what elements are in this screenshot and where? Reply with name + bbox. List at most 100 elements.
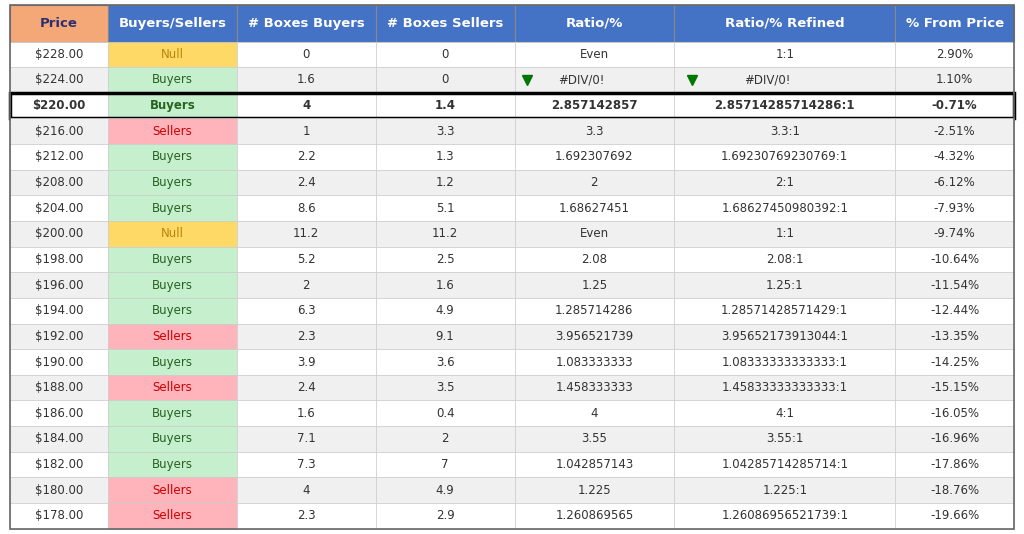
Bar: [108, 5, 237, 42]
Text: 3.55: 3.55: [582, 433, 607, 445]
Bar: [895, 42, 1014, 67]
Bar: [376, 477, 515, 503]
Bar: [376, 272, 515, 298]
Text: 2: 2: [591, 176, 598, 189]
Bar: [10, 426, 108, 452]
Bar: [108, 349, 237, 375]
Bar: [237, 426, 376, 452]
Bar: [108, 93, 237, 119]
Bar: [108, 426, 237, 452]
Bar: [674, 452, 895, 477]
Bar: [674, 324, 895, 349]
Bar: [895, 272, 1014, 298]
Text: 1.26086956521739:1: 1.26086956521739:1: [721, 509, 848, 522]
Bar: [376, 375, 515, 400]
Bar: [10, 144, 108, 170]
Bar: [515, 349, 674, 375]
Bar: [515, 426, 674, 452]
Bar: [515, 221, 674, 247]
Bar: [10, 324, 108, 349]
Bar: [108, 477, 237, 503]
Bar: [674, 426, 895, 452]
Text: 1.260869565: 1.260869565: [555, 509, 634, 522]
Bar: [108, 119, 237, 144]
Text: 1.10%: 1.10%: [936, 74, 973, 87]
Text: 2.4: 2.4: [297, 176, 315, 189]
Text: Buyers: Buyers: [150, 99, 196, 112]
Bar: [237, 247, 376, 272]
Bar: [237, 477, 376, 503]
Bar: [895, 324, 1014, 349]
Text: #DIV/0!: #DIV/0!: [558, 74, 605, 87]
Text: 1.68627451: 1.68627451: [559, 202, 630, 215]
Bar: [237, 221, 376, 247]
Text: 1.04285714285714:1: 1.04285714285714:1: [721, 458, 848, 471]
Bar: [674, 272, 895, 298]
Bar: [10, 247, 108, 272]
Text: 1.6: 1.6: [436, 279, 455, 292]
Text: Buyers: Buyers: [152, 74, 193, 87]
Text: -7.93%: -7.93%: [934, 202, 976, 215]
Bar: [376, 324, 515, 349]
Text: 5.1: 5.1: [436, 202, 455, 215]
Text: -15.15%: -15.15%: [930, 381, 979, 394]
Bar: [237, 400, 376, 426]
Bar: [674, 195, 895, 221]
Bar: [237, 503, 376, 529]
Text: Sellers: Sellers: [153, 330, 193, 343]
Text: 4:1: 4:1: [775, 407, 795, 420]
Text: 8.6: 8.6: [297, 202, 315, 215]
Bar: [376, 298, 515, 324]
Bar: [10, 503, 108, 529]
Text: 1.285714286: 1.285714286: [555, 304, 634, 317]
Bar: [10, 272, 108, 298]
Text: # Boxes Buyers: # Boxes Buyers: [248, 17, 365, 30]
Bar: [376, 221, 515, 247]
Bar: [237, 42, 376, 67]
Bar: [108, 221, 237, 247]
Bar: [674, 349, 895, 375]
Bar: [108, 452, 237, 477]
Bar: [674, 119, 895, 144]
Text: 2.08: 2.08: [582, 253, 607, 266]
Text: 2.85714285714286:1: 2.85714285714286:1: [715, 99, 855, 112]
Text: Buyers: Buyers: [152, 356, 193, 368]
Text: Buyers: Buyers: [152, 176, 193, 189]
Text: 2.857142857: 2.857142857: [551, 99, 638, 112]
Text: 1.083333333: 1.083333333: [556, 356, 633, 368]
Bar: [515, 272, 674, 298]
Text: 1.692307692: 1.692307692: [555, 151, 634, 163]
Bar: [376, 42, 515, 67]
Text: -14.25%: -14.25%: [930, 356, 979, 368]
Text: -17.86%: -17.86%: [930, 458, 979, 471]
Bar: [515, 93, 674, 119]
Text: 3.956521739: 3.956521739: [555, 330, 634, 343]
Text: 4: 4: [302, 484, 310, 497]
Bar: [515, 503, 674, 529]
Bar: [10, 93, 1014, 119]
Text: Buyers: Buyers: [152, 433, 193, 445]
Text: Buyers: Buyers: [152, 279, 193, 292]
Text: $198.00: $198.00: [35, 253, 83, 266]
Bar: [674, 221, 895, 247]
Bar: [108, 375, 237, 400]
Text: -6.12%: -6.12%: [934, 176, 976, 189]
Text: $204.00: $204.00: [35, 202, 83, 215]
Bar: [108, 42, 237, 67]
Text: Ratio/%: Ratio/%: [565, 17, 623, 30]
Bar: [895, 452, 1014, 477]
Bar: [237, 349, 376, 375]
Text: $186.00: $186.00: [35, 407, 83, 420]
Bar: [376, 144, 515, 170]
Text: $192.00: $192.00: [35, 330, 83, 343]
Bar: [674, 477, 895, 503]
Text: 2: 2: [302, 279, 310, 292]
Bar: [10, 119, 108, 144]
Bar: [108, 400, 237, 426]
Text: 1.25: 1.25: [582, 279, 607, 292]
Text: 1.042857143: 1.042857143: [555, 458, 634, 471]
Text: 9.1: 9.1: [436, 330, 455, 343]
Text: 2.9: 2.9: [436, 509, 455, 522]
Text: 2.08:1: 2.08:1: [766, 253, 804, 266]
Text: $196.00: $196.00: [35, 279, 83, 292]
